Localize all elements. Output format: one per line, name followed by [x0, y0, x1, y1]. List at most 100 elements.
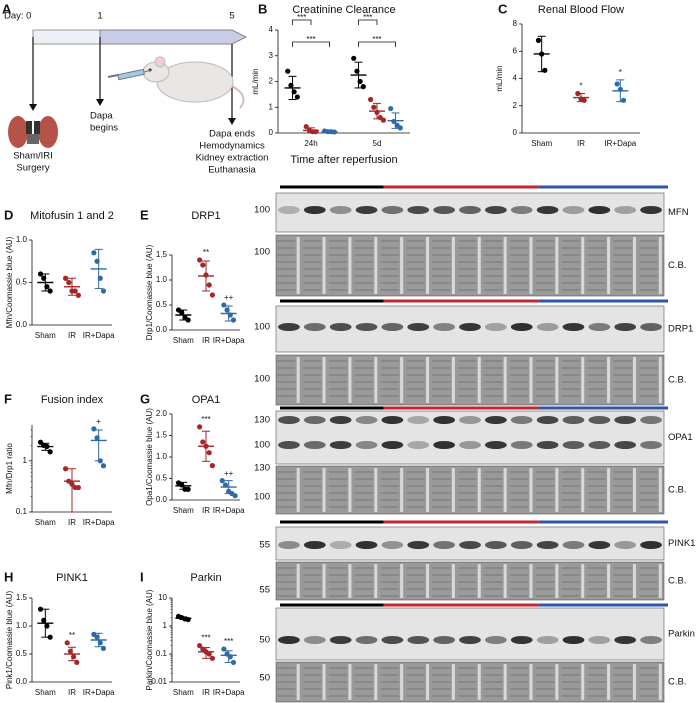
band — [510, 206, 533, 214]
y-tick-label: 0.1 — [16, 507, 28, 516]
panel-letter: G — [140, 391, 150, 406]
significance: * — [619, 68, 622, 77]
group-bar — [280, 603, 384, 607]
lane-stripe — [426, 564, 430, 598]
x-tick-label: IR+Dapa — [83, 331, 115, 340]
band — [510, 636, 533, 644]
band — [485, 541, 507, 549]
band — [407, 441, 430, 449]
data-point — [63, 466, 69, 472]
data-point — [185, 317, 191, 323]
band — [588, 636, 611, 644]
timeline-art — [8, 29, 247, 148]
group-bar — [280, 185, 384, 189]
band — [278, 323, 300, 331]
band — [459, 541, 481, 549]
y-axis-label: mL/min — [251, 68, 260, 94]
data-point — [360, 84, 366, 90]
band — [355, 323, 378, 331]
band — [614, 323, 637, 331]
mw-marker: 50 — [259, 673, 270, 684]
blot-image — [275, 607, 665, 661]
panel-letter: I — [140, 569, 144, 584]
group-bar — [538, 185, 668, 189]
bracket — [292, 19, 312, 25]
lane-stripe — [581, 468, 585, 512]
x-tick-label: 5d — [373, 139, 382, 148]
y-tick-label: 3 — [269, 51, 274, 60]
note: Hemodynamics — [199, 141, 265, 152]
significance: *** — [201, 415, 210, 424]
data-point — [380, 117, 386, 123]
lane-stripe — [477, 357, 481, 403]
band — [355, 416, 378, 424]
lane-stripe — [374, 357, 378, 403]
band — [433, 636, 455, 644]
y-tick-label: 0.0 — [16, 677, 28, 686]
band — [614, 416, 637, 424]
blot — [275, 234, 665, 297]
band — [640, 541, 662, 549]
band — [433, 441, 455, 449]
band — [278, 441, 300, 449]
data-point — [75, 484, 81, 491]
lane-stripe — [658, 357, 662, 403]
lane-stripe — [658, 664, 662, 700]
lane-stripe — [451, 468, 455, 512]
y-tick-label: 0.5 — [16, 278, 28, 287]
y-tick-label: 1 — [163, 621, 168, 630]
lane-stripe — [529, 357, 533, 403]
blot-label: C.B. — [668, 677, 686, 688]
lane-stripe — [374, 237, 378, 294]
band — [588, 323, 611, 331]
band — [355, 636, 378, 644]
lane-stripe — [503, 468, 507, 512]
x-tick-label: IR+Dapa — [83, 518, 115, 527]
y-tick-label: 0.0 — [16, 320, 28, 329]
significance: ** — [203, 248, 209, 257]
note: Kidney extraction — [196, 153, 269, 164]
band — [381, 323, 404, 331]
x-tick-label: IR — [202, 336, 210, 345]
data-point — [206, 282, 212, 288]
blot-label: C.B. — [668, 375, 686, 386]
data-point — [37, 606, 44, 612]
lane-stripe — [426, 664, 430, 700]
lane-stripe — [400, 357, 404, 403]
y-tick-label: 0.0 — [156, 325, 168, 334]
y-tick-label: 0.5 — [156, 300, 168, 309]
lane-stripe — [529, 468, 533, 512]
lane-stripe — [348, 237, 352, 294]
band — [329, 541, 352, 549]
band — [381, 441, 404, 449]
y-tick-label: 2.0 — [156, 409, 168, 418]
band — [303, 541, 326, 549]
x-tick-label: Sham — [531, 139, 552, 148]
lane-stripe — [374, 664, 378, 700]
lane-stripe — [296, 664, 300, 700]
y-tick-label: 4 — [269, 25, 274, 34]
band — [614, 441, 637, 449]
lane-stripe — [607, 357, 611, 403]
lane-stripe — [503, 564, 507, 598]
mw-marker: 100 — [254, 440, 270, 451]
band — [588, 416, 611, 424]
band — [303, 636, 326, 644]
y-tick-label: 0.5 — [16, 649, 28, 658]
bracket — [358, 19, 378, 25]
data-point — [63, 275, 69, 281]
significance: *** — [201, 634, 210, 643]
significance: *** — [224, 637, 233, 646]
lane-stripe — [607, 664, 611, 700]
x-tick-label: IR — [202, 688, 210, 697]
data-point — [197, 424, 203, 430]
band — [510, 323, 533, 331]
lane-stripe — [374, 468, 378, 512]
bracket — [292, 41, 330, 47]
band — [433, 323, 455, 331]
lane-stripe — [529, 564, 533, 598]
significance: *** — [306, 35, 315, 44]
blot — [275, 561, 665, 601]
data-point — [397, 125, 403, 131]
band — [640, 323, 662, 331]
